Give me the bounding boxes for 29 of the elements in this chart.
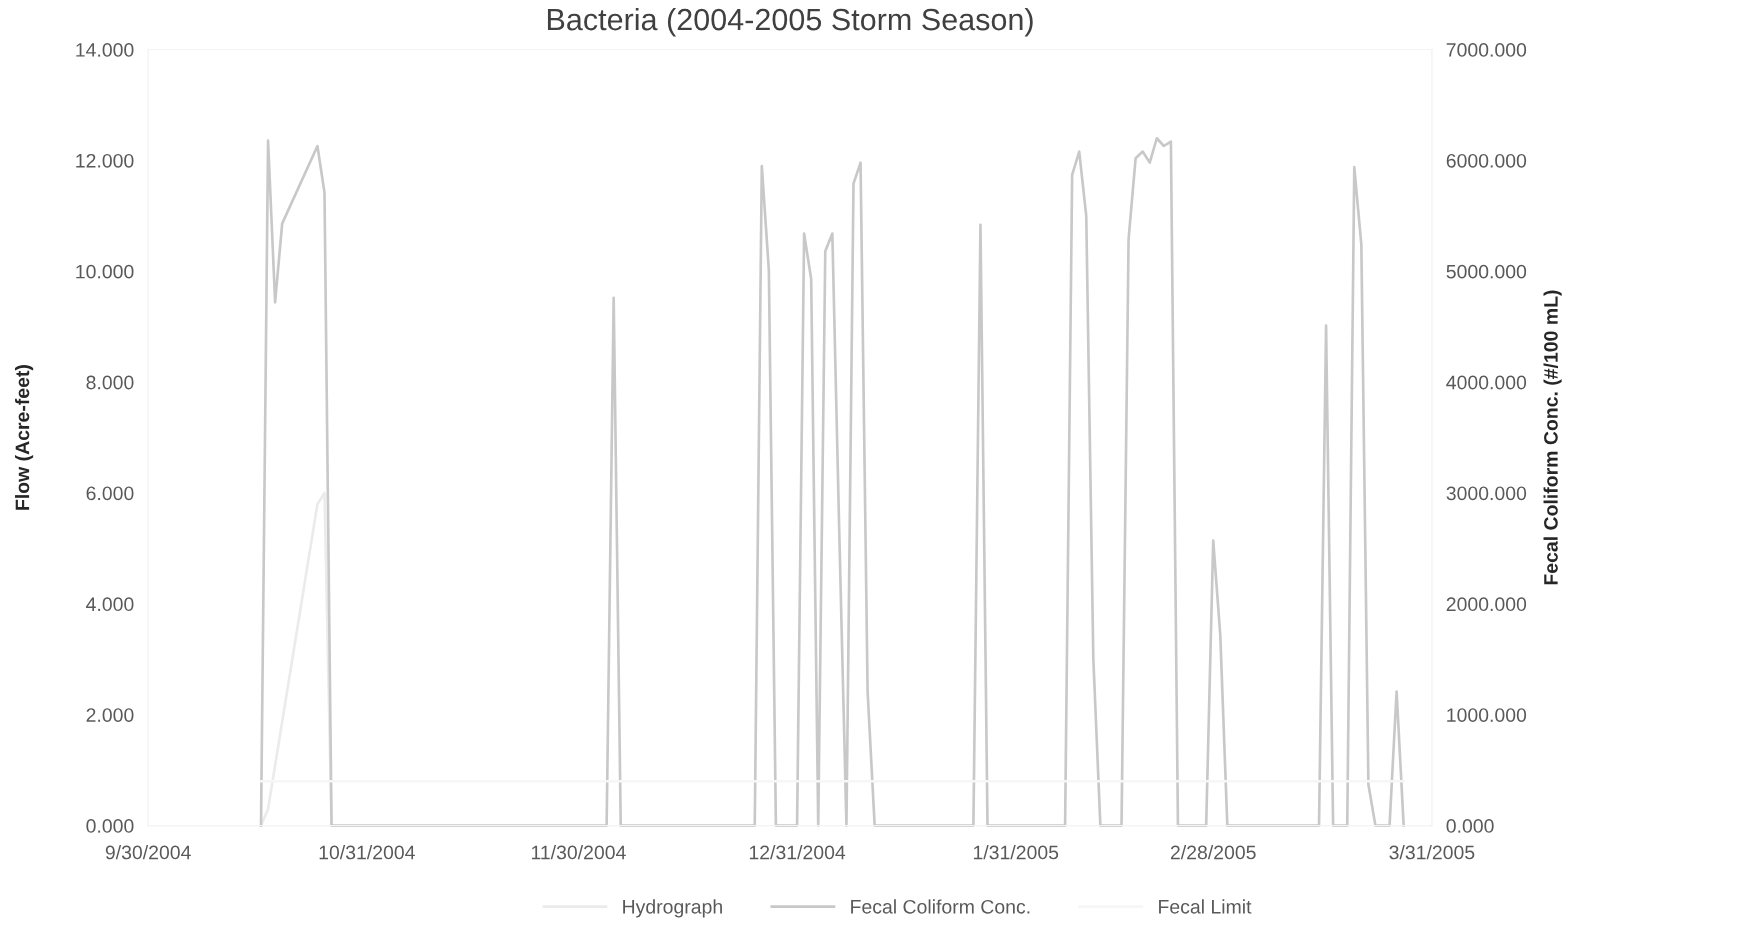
y2-tick-label: 6000.000 (1446, 153, 1527, 168)
y-tick-label: 0.000 (86, 819, 134, 833)
x-tick-label: 12/31/2004 (749, 845, 846, 860)
y2-tick-label: 7000.000 (1446, 43, 1527, 57)
y2-tick-label: 0.000 (1446, 819, 1494, 833)
y2-tick-label: 4000.000 (1446, 375, 1527, 390)
y2-tick-label: 3000.000 (1446, 486, 1527, 501)
x-tick-label: 2/28/2005 (1170, 845, 1256, 860)
legend-label: Fecal Limit (1159, 899, 1252, 914)
y-tick-label: 12.000 (76, 153, 134, 168)
y-tick-label: 6.000 (86, 486, 134, 501)
y-tick-label: 2.000 (86, 708, 134, 722)
x-tick-label: 3/31/2005 (1389, 845, 1475, 860)
y2-tick-label: 2000.000 (1446, 597, 1527, 612)
y-tick-label: 8.000 (86, 375, 134, 390)
chart-title: Bacteria (2004-2005 Storm Season) (547, 7, 1033, 37)
x-tick-label: 10/31/2004 (319, 845, 415, 860)
y2-tick-label: 1000.000 (1447, 708, 1527, 722)
y2-tick-label: 5000.000 (1446, 264, 1527, 279)
y-tick-label: 14.000 (76, 43, 134, 57)
x-tick-label: 11/30/2004 (531, 845, 626, 860)
legend-label: Fecal Coliform Conc. (851, 899, 1030, 914)
y-tick-label: 10.000 (76, 264, 134, 279)
legend-label: Hydrograph (623, 899, 722, 918)
y2-axis-title: Fecal Coliform Conc. (#/100 mL) (1543, 290, 1562, 585)
y-tick-label: 4.000 (86, 597, 134, 612)
y-axis-title: Flow (Acre-feet) (15, 365, 34, 510)
x-tick-label: 9/30/2004 (105, 845, 191, 860)
x-tick-label: 1/31/2005 (973, 845, 1059, 860)
